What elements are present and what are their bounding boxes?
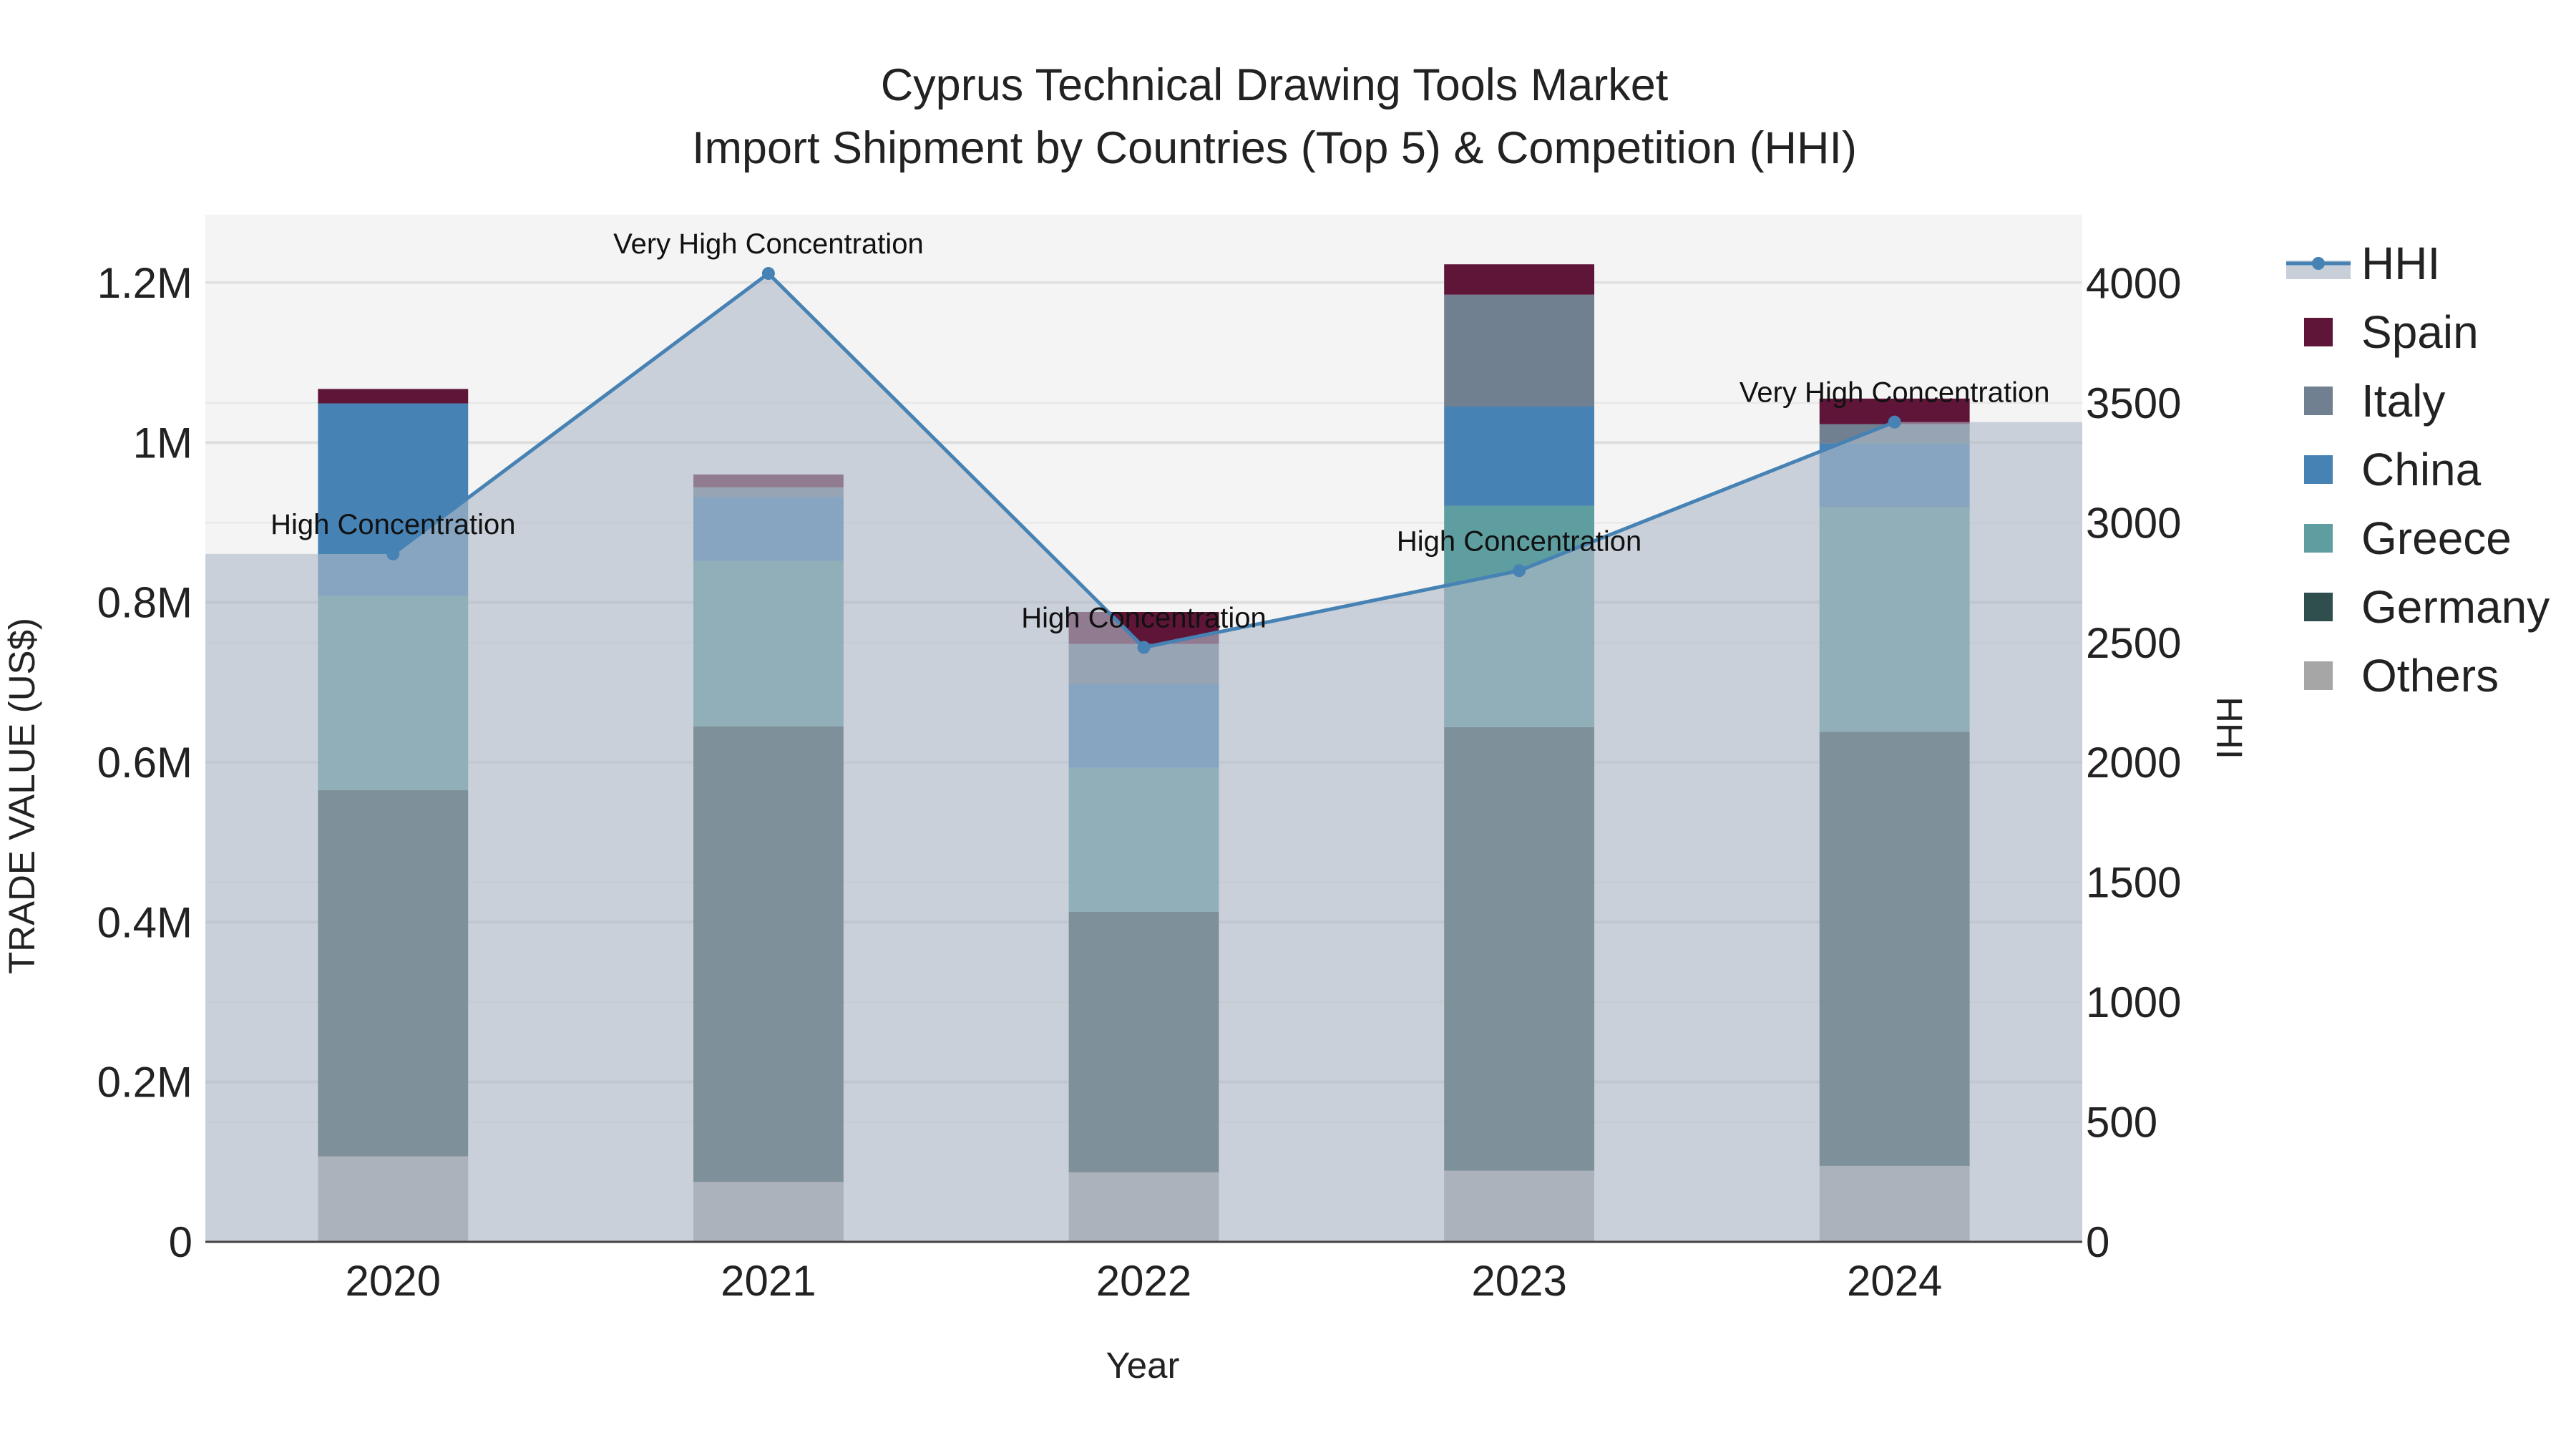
y2-tick-label: 3000 xyxy=(2086,499,2181,547)
legend-swatch-china xyxy=(2304,455,2333,484)
bar-china-2023 xyxy=(1444,407,1595,506)
x-tick-label: 2020 xyxy=(346,1257,441,1305)
legend-label-greece: Greece xyxy=(2361,512,2512,564)
y-tick-label: 0.2M xyxy=(97,1059,192,1107)
legend-label-hhi: HHI xyxy=(2361,238,2440,289)
hhi-area xyxy=(205,273,2082,1242)
y-tick-label: 1M xyxy=(133,419,192,467)
legend: HHI Spain Italy China Greece Germany Others xyxy=(2286,238,2550,701)
y-tick-label: 0.6M xyxy=(97,739,192,787)
y2-tick-label: 4000 xyxy=(2086,259,2181,307)
legend-swatch-italy xyxy=(2304,387,2333,415)
legend-swatch-germany xyxy=(2304,593,2333,621)
hhi-point-2023 xyxy=(1513,564,1526,578)
chart-title-line1: Cyprus Technical Drawing Tools Market xyxy=(881,60,1669,110)
legend-swatch-spain xyxy=(2304,318,2333,346)
y2-tick-label: 1000 xyxy=(2086,978,2181,1026)
y2-tick-label: 500 xyxy=(2086,1099,2157,1147)
x-axis-label: Year xyxy=(1106,1345,1179,1386)
hhi-annotation: High Concentration xyxy=(1397,525,1641,557)
y2-tick-label: 1500 xyxy=(2086,859,2181,907)
y-tick-label: 0.8M xyxy=(97,579,192,627)
bar-spain-2023 xyxy=(1444,264,1595,295)
legend-hhi-marker xyxy=(2312,257,2325,270)
hhi-point-2020 xyxy=(386,547,400,560)
legend-label-others: Others xyxy=(2361,650,2499,701)
plot-area: 0 0.2M 0.4M 0.6M 0.8M 1M 1.2M 0 500 1000 1500 2000 2… xyxy=(97,215,2181,1305)
hhi-annotation: Very High Concentration xyxy=(1740,377,2050,409)
x-tick-label: 2023 xyxy=(1471,1257,1566,1305)
y2-axis-label: HHI xyxy=(2209,696,2250,759)
y-tick-label: 1.2M xyxy=(97,259,192,307)
legend-swatch-others xyxy=(2304,661,2333,690)
chart-title-line2: Import Shipment by Countries (Top 5) & C… xyxy=(692,123,1857,173)
bar-spain-2020 xyxy=(318,389,469,404)
y2-tick-label: 2500 xyxy=(2086,619,2181,667)
bar-italy-2023 xyxy=(1444,294,1595,407)
hhi-annotation: High Concentration xyxy=(270,509,515,540)
legend-swatch-greece xyxy=(2304,524,2333,553)
hhi-point-2021 xyxy=(761,267,775,281)
legend-label-italy: Italy xyxy=(2361,375,2445,427)
hhi-point-2022 xyxy=(1137,641,1151,654)
y2-tick-label: 3500 xyxy=(2086,379,2181,427)
legend-label-germany: Germany xyxy=(2361,581,2550,633)
hhi-point-2024 xyxy=(1888,415,1901,429)
x-tick-label: 2024 xyxy=(1847,1257,1942,1305)
y2-tick-label: 0 xyxy=(2086,1218,2109,1266)
x-tick-label: 2021 xyxy=(721,1257,816,1305)
y-axis-label: TRADE VALUE (US$) xyxy=(1,618,42,974)
hhi-annotation: Very High Concentration xyxy=(613,228,924,260)
legend-label-china: China xyxy=(2361,444,2482,495)
y-tick-label: 0 xyxy=(169,1218,192,1266)
hhi-annotation: High Concentration xyxy=(1021,602,1266,633)
x-tick-label: 2022 xyxy=(1096,1257,1191,1305)
legend-label-spain: Spain xyxy=(2361,306,2479,358)
y2-tick-label: 2000 xyxy=(2086,739,2181,787)
y-tick-label: 0.4M xyxy=(97,898,192,946)
